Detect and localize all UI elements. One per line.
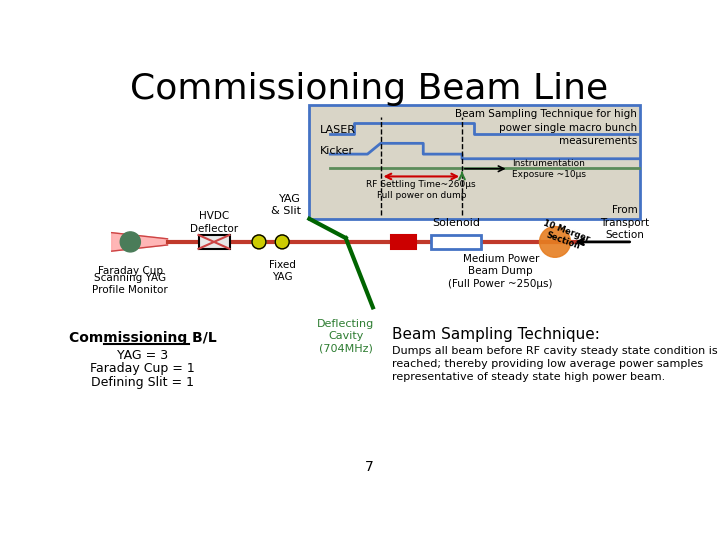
Text: Commissioning Beam Line: Commissioning Beam Line <box>130 72 608 106</box>
Text: Scanning YAG
Profile Monitor: Scanning YAG Profile Monitor <box>92 273 168 295</box>
Text: Instrumentation
Exposure ~10μs: Instrumentation Exposure ~10μs <box>513 159 586 179</box>
Text: RF Settling Time~260μs
Full power on dump: RF Settling Time~260μs Full power on dum… <box>366 180 476 200</box>
Text: Deflecting
Cavity
(704MHz): Deflecting Cavity (704MHz) <box>317 319 374 354</box>
Text: Dumps all beam before RF cavity steady state condition is
reached; thereby provi: Dumps all beam before RF cavity steady s… <box>392 346 718 382</box>
Bar <box>431 235 482 249</box>
Text: Faraday Cup: Faraday Cup <box>98 266 163 276</box>
Text: Medium Power
Beam Dump
(Full Power ~250μs): Medium Power Beam Dump (Full Power ~250μ… <box>449 254 553 288</box>
Text: 10 Merger
Section: 10 Merger Section <box>538 218 590 253</box>
Polygon shape <box>112 233 168 251</box>
Circle shape <box>275 235 289 249</box>
Circle shape <box>252 235 266 249</box>
Text: Commissioning B/L: Commissioning B/L <box>69 331 217 345</box>
Text: YAG = 3: YAG = 3 <box>117 349 168 362</box>
Text: HVDC
Deflector: HVDC Deflector <box>190 212 238 234</box>
Text: From
Transport
Section: From Transport Section <box>600 205 649 240</box>
Text: Faraday Cup = 1: Faraday Cup = 1 <box>90 362 195 375</box>
Text: Defining Slit = 1: Defining Slit = 1 <box>91 376 194 389</box>
Bar <box>391 235 415 249</box>
Bar <box>199 235 230 249</box>
Text: Beam Sampling Technique for high
power single macro bunch
measurements: Beam Sampling Technique for high power s… <box>455 110 637 146</box>
Circle shape <box>120 232 140 252</box>
Bar <box>309 105 640 219</box>
Text: 7: 7 <box>364 460 374 474</box>
Text: Beam Sampling Technique:: Beam Sampling Technique: <box>392 327 600 342</box>
Text: Fixed
YAG: Fixed YAG <box>269 260 296 282</box>
Text: YAG
& Slit: YAG & Slit <box>271 194 301 216</box>
Text: Solenoid: Solenoid <box>432 218 480 228</box>
Text: Kicker: Kicker <box>320 146 354 156</box>
Circle shape <box>539 226 570 257</box>
Text: LASER: LASER <box>320 125 356 135</box>
